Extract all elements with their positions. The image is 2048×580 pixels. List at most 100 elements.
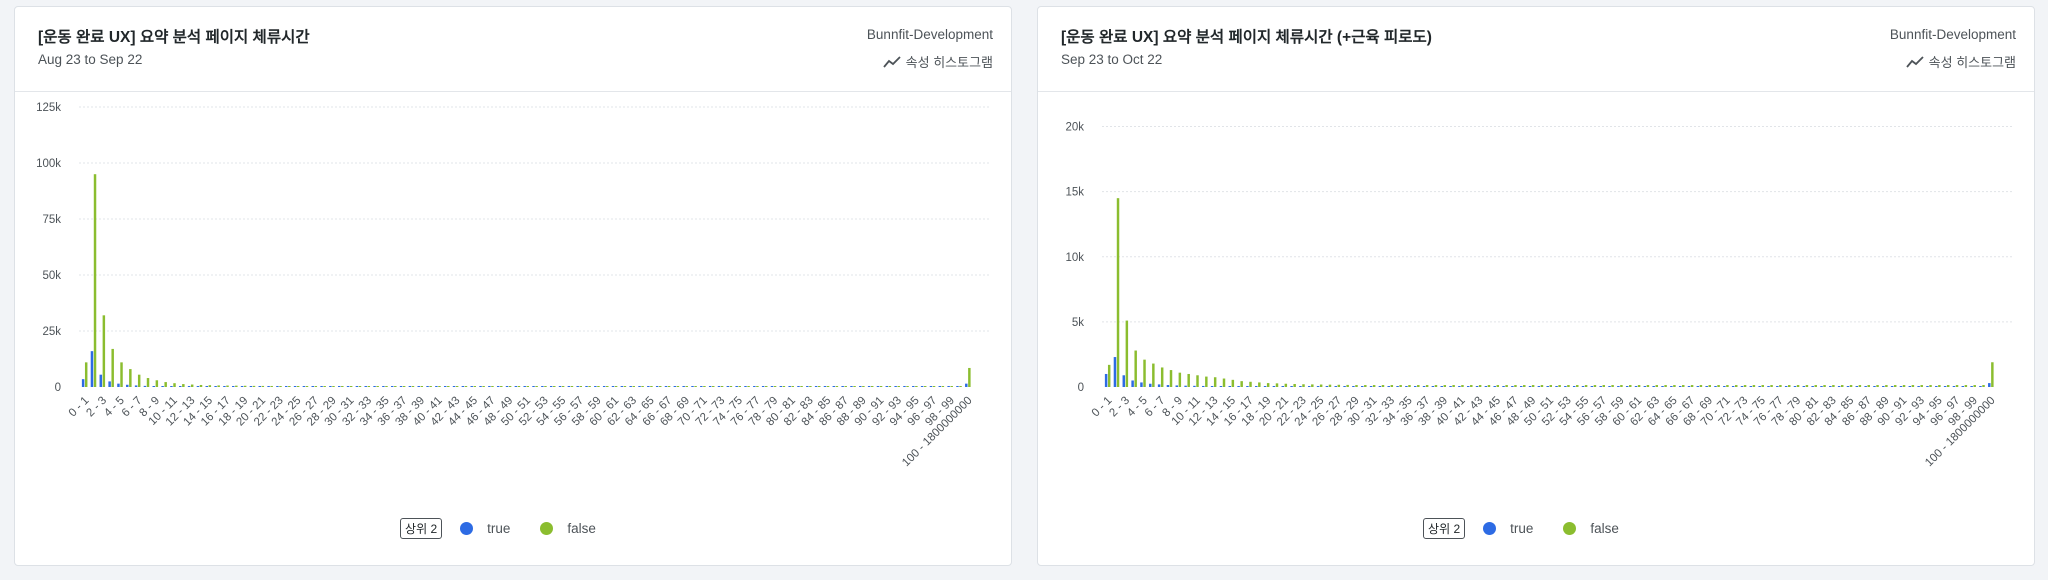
legend-item-false[interactable]: false <box>540 521 596 536</box>
bar-false <box>1505 385 1508 387</box>
bar-true <box>647 386 650 387</box>
y-tick-label: 125k <box>36 102 61 114</box>
chart-type-label: 속성 히스토그램 <box>1905 52 2016 71</box>
bar-false <box>296 386 300 387</box>
bar-false <box>190 384 194 387</box>
bar-true <box>1396 386 1399 387</box>
y-tick-label: 75k <box>42 214 61 226</box>
bar-false <box>1840 385 1844 387</box>
bar-true <box>965 383 968 387</box>
bar-false <box>1169 370 1173 387</box>
chart-title[interactable]: [운동 완료 UX] 요약 분석 페이지 체류시간 (+근육 피로도) <box>1061 29 1432 46</box>
bar-false <box>1770 385 1773 387</box>
bar-false <box>791 386 794 387</box>
bar-true <box>1564 386 1567 387</box>
bar-false <box>932 386 936 387</box>
bar-false <box>826 386 830 387</box>
bar-false <box>579 386 583 387</box>
bar-true <box>276 386 279 387</box>
bar-true <box>329 386 332 387</box>
bar-false <box>1434 385 1438 387</box>
bar-true <box>1255 386 1258 387</box>
bar-true <box>947 386 950 387</box>
bar-false <box>332 386 335 387</box>
bar-false <box>1558 385 1561 387</box>
bar-false <box>667 386 671 387</box>
bar-false <box>968 367 971 387</box>
bar-false <box>208 385 212 387</box>
bar-true <box>143 385 147 387</box>
chart-title[interactable]: [운동 완료 UX] 요약 분석 페이지 체류시간 <box>38 29 310 46</box>
bar-true <box>876 386 880 387</box>
bar-false <box>1876 385 1879 387</box>
bar-false <box>1125 320 1129 387</box>
bar-true <box>806 386 809 387</box>
bar-false <box>641 386 644 387</box>
bar-true <box>117 383 120 387</box>
bar-true <box>1308 386 1311 387</box>
bar-false <box>1222 378 1226 387</box>
bar-false <box>1576 385 1579 387</box>
bar-true <box>399 386 403 387</box>
bar-true <box>1440 386 1443 387</box>
chart-card: [운동 완료 UX] 요약 분석 페이지 체류시간 Aug 23 to Sep … <box>14 6 1012 566</box>
bar-true <box>867 386 871 387</box>
bar-true <box>726 386 730 387</box>
bar-false <box>941 386 945 387</box>
bar-false <box>120 362 123 387</box>
bar-false <box>164 382 167 387</box>
date-range: Aug 23 to Sep 22 <box>38 52 143 67</box>
bar-true <box>232 386 235 387</box>
bar-true <box>1749 386 1753 387</box>
bar-true <box>770 386 774 387</box>
bar-false <box>729 386 733 387</box>
bar-true <box>1723 386 1726 387</box>
bar-true <box>1246 386 1249 387</box>
bar-true <box>364 386 367 387</box>
bar-true <box>1537 386 1541 387</box>
bar-true <box>311 386 314 387</box>
y-tick-label: 25k <box>42 326 61 338</box>
bar-true <box>417 386 420 387</box>
legend-dot-false <box>1563 522 1577 535</box>
bar-false <box>261 385 265 387</box>
bar-true <box>373 386 376 387</box>
bar-true <box>408 386 412 387</box>
bar-false <box>376 386 379 387</box>
legend-top-badge[interactable]: 상위 2 <box>1423 518 1466 539</box>
bar-false <box>1284 383 1288 387</box>
bar-true <box>126 384 129 387</box>
bar-true <box>1943 386 1947 387</box>
bar-true <box>240 386 244 387</box>
legend-item-false[interactable]: false <box>1563 521 1619 536</box>
legend: 상위 2 true false <box>15 518 1011 539</box>
bar-false <box>844 386 847 387</box>
bar-true <box>1413 386 1417 387</box>
bar-false <box>632 386 635 387</box>
bar-false <box>455 386 459 387</box>
bar-true <box>1581 386 1585 387</box>
bar-false <box>155 380 159 387</box>
bar-false <box>1328 384 1332 387</box>
bar-true <box>1263 386 1267 387</box>
bar-false <box>685 386 688 387</box>
bar-false <box>1567 385 1570 387</box>
bar-true <box>1599 386 1602 387</box>
bar-true <box>1511 386 1514 387</box>
bar-true <box>302 386 306 387</box>
bar-true <box>1988 383 1991 387</box>
legend-top-badge[interactable]: 상위 2 <box>400 518 443 539</box>
bar-false <box>146 378 150 387</box>
y-tick-label: 15k <box>1065 187 1084 199</box>
bar-false <box>1205 376 1208 387</box>
legend-item-true[interactable]: true <box>460 521 510 536</box>
bar-true <box>1228 386 1231 387</box>
bar-true <box>1767 386 1770 387</box>
bar-true <box>1855 386 1859 387</box>
bar-false <box>1814 385 1817 387</box>
bar-false <box>394 386 397 387</box>
bar-true <box>620 386 624 387</box>
legend-item-true[interactable]: true <box>1483 521 1533 536</box>
bar-false <box>1885 385 1888 387</box>
bar-true <box>338 386 341 387</box>
